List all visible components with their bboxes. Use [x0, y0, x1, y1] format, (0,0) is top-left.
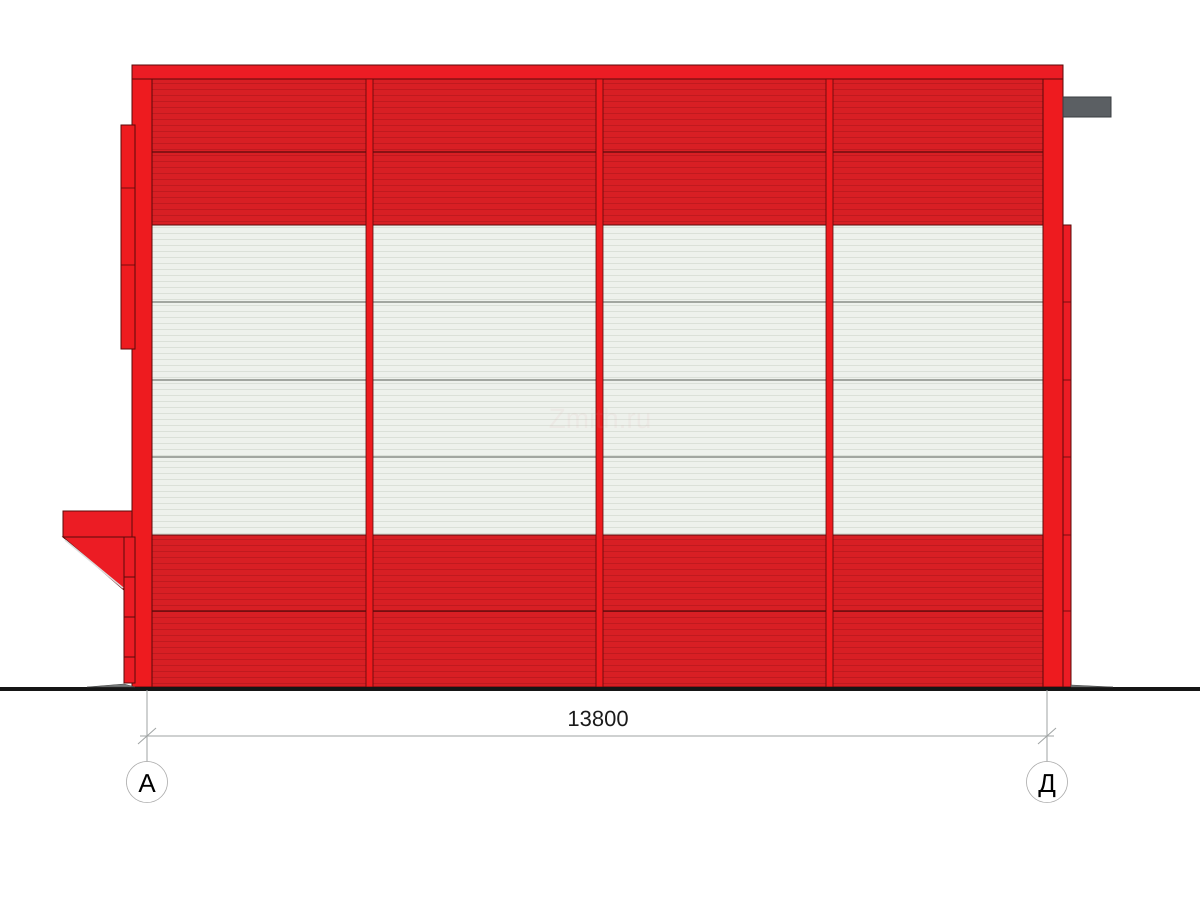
svg-text:Д: Д	[1038, 768, 1056, 798]
svg-text:A: A	[138, 768, 156, 798]
svg-text:13800: 13800	[567, 706, 628, 731]
svg-text:Zmith.ru: Zmith.ru	[549, 403, 652, 434]
